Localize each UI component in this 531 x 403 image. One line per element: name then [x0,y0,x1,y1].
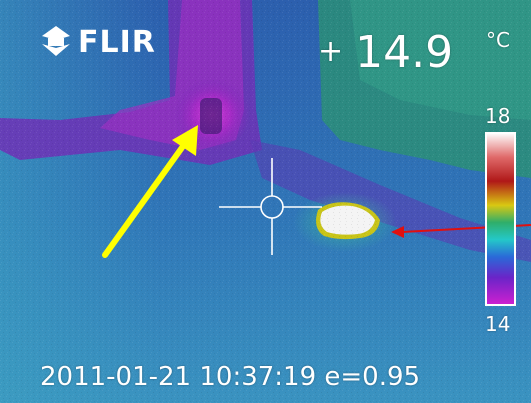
timestamp: 2011-01-21 10:37:19 e=0.95 [40,362,421,392]
scale-min-label: 14 [485,312,511,336]
flir-logo-icon [42,26,70,56]
yellow-arrow-icon [102,125,198,258]
temperature-value: 14.9 [355,27,454,78]
scale-max-label: 18 [485,104,511,128]
temperature-unit: °C [486,28,510,52]
temperature-readout: +14.9 [318,30,453,75]
brand: FLIR [42,22,156,62]
color-scale-bar [485,132,516,306]
temperature-prefix: + [318,34,344,69]
crosshair-icon [219,158,322,255]
brand-name: FLIR [78,24,156,60]
